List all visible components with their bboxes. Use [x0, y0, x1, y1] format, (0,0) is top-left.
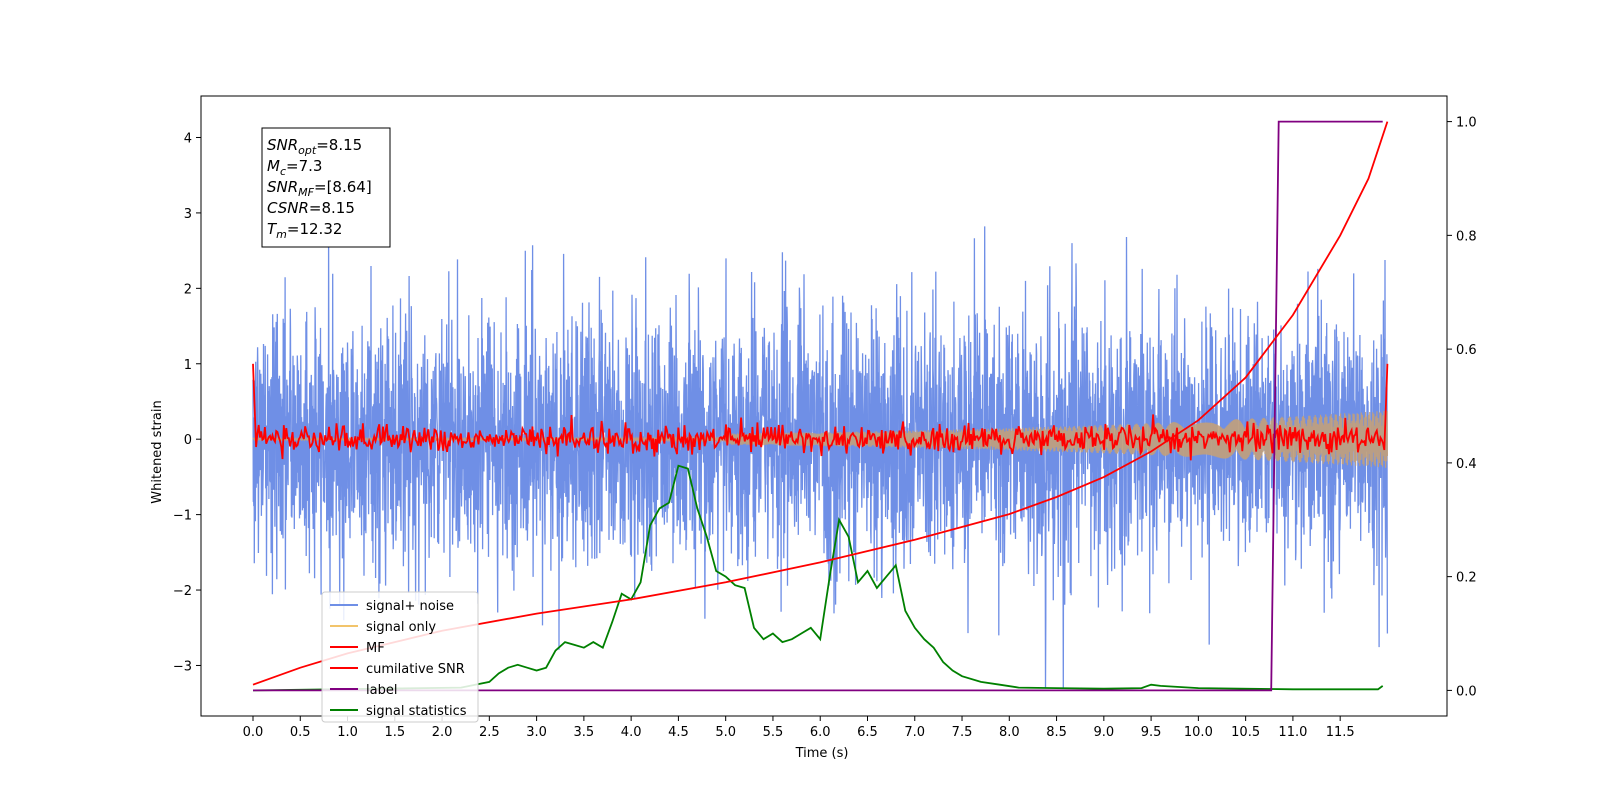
legend-label: cumilative SNR	[366, 662, 465, 677]
x-tick-label: 8.0	[999, 725, 1020, 740]
series-mf-line	[252, 363, 1389, 461]
info-box-line: Mc=7.3	[267, 157, 322, 178]
info-box-line: SNRopt=8.15	[267, 136, 362, 157]
y2-tick-label: 0.8	[1456, 229, 1477, 244]
legend-label: label	[366, 683, 397, 698]
legend-frame	[321, 591, 479, 723]
y-tick-label: −3	[173, 659, 192, 674]
y-tick-label: −1	[173, 509, 192, 524]
y-tick-label: 0	[184, 433, 192, 448]
x-axis-label: Time (s)	[795, 746, 849, 761]
x-tick-label: 1.0	[337, 725, 358, 740]
info-box-line: Tm=12.32	[267, 220, 342, 241]
x-tick-label: 8.5	[1046, 725, 1067, 740]
x-tick-label: 0.5	[290, 725, 311, 740]
x-tick-label: 6.0	[810, 725, 831, 740]
y-tick-label: 4	[184, 131, 192, 146]
info-box-frame	[261, 127, 391, 248]
x-tick-label: 3.5	[574, 725, 595, 740]
x-tick-label: 2.5	[479, 725, 500, 740]
legend-label: signal only	[366, 620, 436, 635]
x-tick-label: 7.0	[904, 725, 925, 740]
x-tick-label: 11.0	[1278, 725, 1307, 740]
y2-tick-label: 0.2	[1456, 571, 1477, 586]
series-label-line	[253, 120, 1383, 692]
x-tick-label: 5.5	[763, 725, 784, 740]
info-box-line: SNRMF=[8.64]	[267, 178, 372, 199]
y2-tick-label: 1.0	[1456, 116, 1477, 131]
x-tick-label: 9.0	[1093, 725, 1114, 740]
x-tick-label: 10.0	[1184, 725, 1213, 740]
y-tick-label: 1	[184, 358, 192, 373]
legend-label: signal statistics	[366, 704, 467, 719]
legend-label: MF	[366, 641, 385, 656]
x-tick-label: 9.5	[1141, 725, 1162, 740]
x-tick-label: 3.0	[526, 725, 547, 740]
info-box-line: CSNR=8.15	[267, 199, 355, 217]
x-tick-label: 4.0	[621, 725, 642, 740]
x-tick-label: 11.5	[1326, 725, 1355, 740]
x-tick-label: 7.5	[952, 725, 973, 740]
y2-tick-label: 0.6	[1456, 343, 1477, 358]
legend: signal+ noise signal only MF cumilative SNR…	[321, 591, 479, 723]
series-signal-statistics-line	[252, 464, 1384, 692]
x-tick-label: 4.5	[668, 725, 689, 740]
plot-frame	[200, 95, 1448, 717]
y2-tick-label: 0.4	[1456, 457, 1477, 472]
x-tick-label: 10.5	[1231, 725, 1260, 740]
x-tick-label: 5.0	[715, 725, 736, 740]
x-tick-label: 1.5	[384, 725, 405, 740]
x-tick-label: 6.5	[857, 725, 878, 740]
y-tick-label: 2	[184, 282, 192, 297]
y-axis-label: Whitened strain	[150, 400, 165, 503]
x-tick-label: 0.0	[243, 725, 264, 740]
y-tick-label: −2	[173, 584, 192, 599]
axes: 0.0 0.5 1.0 1.5 2.0 2.5 3.0 3.5 4.0 4.5 5.0 5.5 6.0 6…	[173, 95, 1477, 740]
legend-label: signal+ noise	[366, 599, 454, 614]
y2-tick-label: 0.0	[1456, 684, 1477, 699]
x-tick-label: 2.0	[432, 725, 453, 740]
y-tick-label: 3	[184, 207, 192, 222]
series-signal-noise-line	[252, 226, 1389, 689]
